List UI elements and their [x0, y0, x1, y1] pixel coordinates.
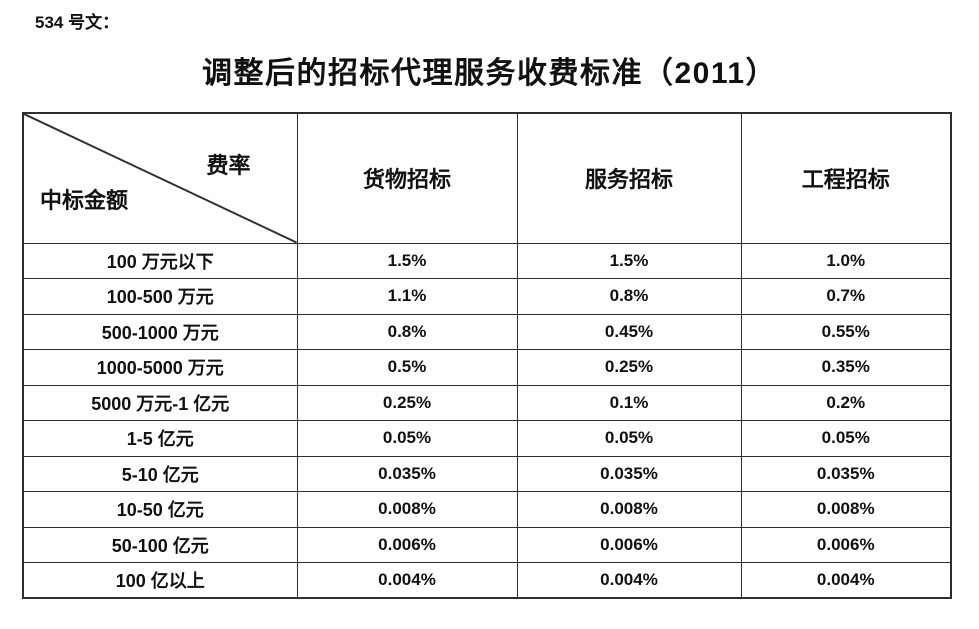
table-row: 1-5 亿元 0.05% 0.05% 0.05% — [22, 420, 952, 457]
corner-label-fee-rate: 费率 — [206, 153, 251, 178]
table-row: 100 万元以下 1.5% 1.5% 1.0% — [22, 242, 952, 279]
row-label: 500-1000 万元 — [22, 313, 298, 350]
row-label: 5000 万元-1 亿元 — [22, 384, 298, 421]
fee-value: 0.008% — [516, 491, 742, 528]
table-row: 5000 万元-1 亿元 0.25% 0.1% 0.2% — [22, 384, 952, 421]
fee-table: 费率 中标金额 货物招标 服务招标 工程招标 100 万元以下 1.5% 1.5% 1… — [22, 112, 952, 599]
fee-value: 0.035% — [516, 455, 742, 492]
row-label: 100-500 万元 — [22, 278, 298, 315]
page-title: 调整后的招标代理服务收费标准（2011） — [201, 57, 778, 90]
table-row: 100-500 万元 1.1% 0.8% 0.7% — [22, 278, 952, 315]
column-header-engineering: 工程招标 — [740, 112, 952, 244]
column-header-goods: 货物招标 — [296, 112, 518, 244]
table-row: 50-100 亿元 0.006% 0.006% 0.006% — [22, 526, 952, 563]
column-header-services: 服务招标 — [516, 112, 742, 244]
fee-value: 0.45% — [516, 313, 742, 350]
row-label: 100 亿以上 — [22, 562, 298, 599]
row-label: 1-5 亿元 — [22, 420, 298, 457]
fee-value: 0.05% — [296, 420, 518, 457]
row-label: 1000-5000 万元 — [22, 349, 298, 386]
header-row: 费率 中标金额 货物招标 服务招标 工程招标 — [22, 112, 952, 244]
table-row: 10-50 亿元 0.008% 0.008% 0.008% — [22, 491, 952, 528]
corner-label-bid-amount: 中标金额 — [40, 188, 129, 213]
fee-value: 0.004% — [296, 562, 518, 599]
fee-value: 1.1% — [296, 278, 518, 315]
fee-value: 0.006% — [296, 526, 518, 563]
table-row: 100 亿以上 0.004% 0.004% 0.004% — [22, 562, 952, 599]
row-label: 50-100 亿元 — [22, 526, 298, 563]
fee-value: 0.05% — [740, 420, 952, 457]
corner-cell: 费率 中标金额 — [22, 112, 298, 244]
fee-value: 0.2% — [740, 384, 952, 421]
fee-value: 0.006% — [740, 526, 952, 563]
fee-value: 1.0% — [740, 242, 952, 279]
table-row: 1000-5000 万元 0.5% 0.25% 0.35% — [22, 349, 952, 386]
fee-value: 1.5% — [516, 242, 742, 279]
fee-value: 0.8% — [516, 278, 742, 315]
fee-value: 0.25% — [516, 349, 742, 386]
fee-value: 0.55% — [740, 313, 952, 350]
fee-value: 0.25% — [296, 384, 518, 421]
fee-value: 0.1% — [516, 384, 742, 421]
fee-value: 0.7% — [740, 278, 952, 315]
row-label: 10-50 亿元 — [22, 491, 298, 528]
fee-value: 0.006% — [516, 526, 742, 563]
fee-value: 0.035% — [296, 455, 518, 492]
fee-value: 0.5% — [296, 349, 518, 386]
fee-value: 0.004% — [740, 562, 952, 599]
diagonal-line — [24, 114, 296, 242]
row-label: 100 万元以下 — [22, 242, 298, 279]
fee-value: 0.008% — [740, 491, 952, 528]
fee-value: 0.05% — [516, 420, 742, 457]
doc-number: 534 号文： — [35, 13, 120, 32]
fee-value: 0.035% — [740, 455, 952, 492]
row-label: 5-10 亿元 — [22, 455, 298, 492]
table-row: 5-10 亿元 0.035% 0.035% 0.035% — [22, 455, 952, 492]
fee-value: 0.004% — [516, 562, 742, 599]
fee-value: 0.008% — [296, 491, 518, 528]
fee-value: 0.8% — [296, 313, 518, 350]
table-row: 500-1000 万元 0.8% 0.45% 0.55% — [22, 313, 952, 350]
fee-value: 0.35% — [740, 349, 952, 386]
fee-value: 1.5% — [296, 242, 518, 279]
